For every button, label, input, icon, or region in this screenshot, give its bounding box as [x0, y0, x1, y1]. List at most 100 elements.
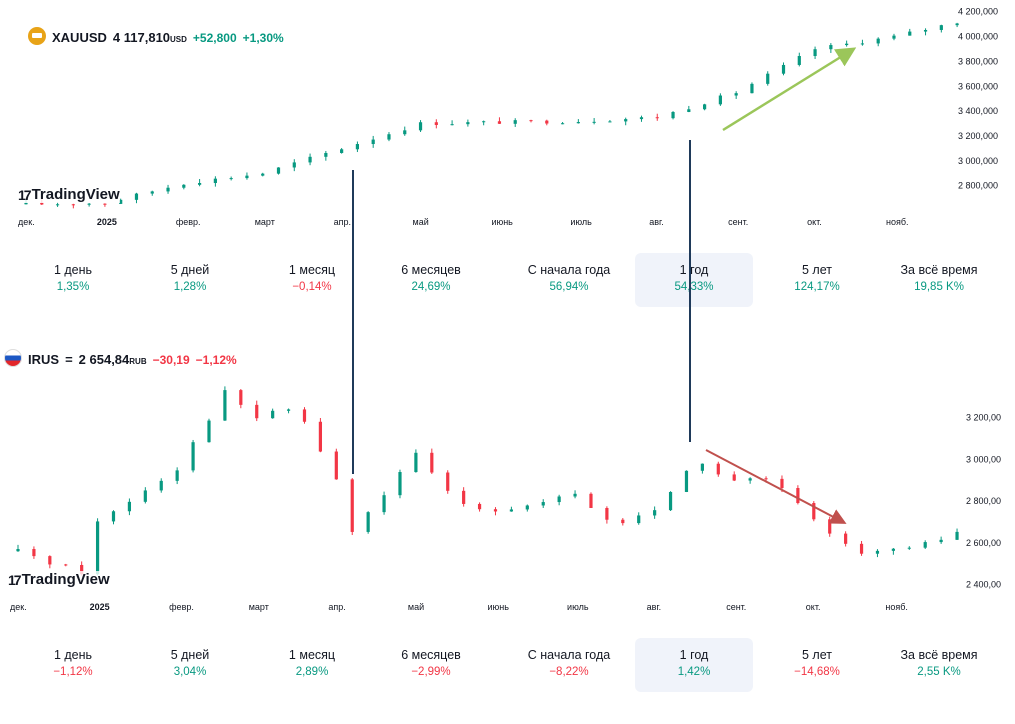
gold-period-1[interactable]: 5 дней 1,28% [131, 253, 249, 307]
candle-body [286, 409, 291, 411]
irus-period-7[interactable]: За всё время 2,55 K% [880, 638, 998, 692]
candle-body [166, 187, 170, 192]
candle-body [845, 43, 849, 46]
y-tick-label: 4 200,000 [958, 7, 998, 17]
candle-body [668, 491, 673, 511]
candle-body [513, 120, 517, 124]
period-value: 19,85 K% [914, 281, 964, 293]
gold-period-2[interactable]: 1 месяц −0,14% [253, 253, 371, 307]
irus-period-1[interactable]: 5 дней 3,04% [131, 638, 249, 692]
candle-body [796, 488, 800, 504]
candle-body [592, 121, 596, 123]
x-tick-label: нояб. [886, 217, 909, 227]
candle-body [923, 29, 928, 32]
candle-body [207, 420, 211, 443]
candle-body [477, 503, 482, 510]
x-tick-label: 2025 [97, 217, 117, 227]
period-label: 6 месяцев [401, 648, 461, 662]
irus-period-5[interactable]: 1 год 1,42% [635, 638, 753, 692]
y-tick-label: 2 800,000 [958, 181, 998, 191]
gold-period-0[interactable]: 1 день 1,35% [14, 253, 132, 307]
irus-period-6[interactable]: 5 лет −14,68% [758, 638, 876, 692]
candle-body [923, 542, 927, 548]
candle-body [939, 539, 943, 543]
irus-performance-row: 1 день −1,12% 5 дней 3,04% 1 месяц 2,89% 6 мес… [0, 638, 1015, 694]
period-value: −0,14% [292, 281, 332, 293]
candle-body [334, 451, 338, 480]
candle-body [32, 549, 36, 557]
irus-symbol[interactable]: IRUS [28, 352, 60, 367]
period-label: 1 год [679, 648, 709, 662]
gold-change: +52,800 [192, 31, 237, 45]
candle-body [557, 496, 561, 503]
candle-body [718, 95, 722, 105]
irus-chart[interactable]: 2 400,00 2 600,00 2 800,00 3 000,00 3 200,00… [0, 338, 1015, 618]
candles [24, 22, 959, 209]
candle-body [797, 56, 801, 65]
irus-period-3[interactable]: 6 месяцев −2,99% [372, 638, 490, 692]
candle-body [828, 519, 832, 534]
candle-body [382, 495, 386, 513]
gold-chart[interactable]: 2 800,000 3 000,000 3 200,000 3 400,000 3 60… [0, 0, 1015, 235]
candle-body [703, 104, 707, 110]
candle-body [764, 478, 768, 480]
x-tick-label: авг. [647, 602, 661, 612]
gold-period-7[interactable]: За всё время 19,85 K% [880, 253, 998, 307]
y-tick-label: 3 000,00 [966, 454, 1001, 464]
y-tick-label: 2 600,00 [966, 538, 1001, 548]
gold-change-pct: +1,30% [242, 31, 284, 45]
period-value: 1,28% [173, 281, 207, 293]
gold-period-5[interactable]: 1 год 54,33% [635, 253, 753, 307]
period-label: 1 месяц [288, 648, 336, 662]
candle-body [255, 404, 259, 419]
candle-body [955, 23, 959, 26]
x-tick-label: сент. [726, 602, 746, 612]
gold-period-6[interactable]: 5 лет 124,17% [758, 253, 876, 307]
gold-header: XAUUSD 4 117,810USD +52,800 +1,30% [28, 24, 284, 45]
candle-body [387, 134, 391, 140]
candle-body [324, 152, 328, 157]
candle-body [907, 547, 911, 549]
candle-body [414, 452, 418, 473]
candle-body [875, 550, 880, 554]
candle-body [608, 121, 612, 123]
candle-body [684, 470, 689, 492]
period-label: За всё время [900, 648, 978, 662]
x-tick-label: авг. [649, 217, 663, 227]
candle-body [955, 531, 959, 540]
gold-bar-icon [28, 27, 46, 45]
candle-body [655, 117, 659, 119]
period-label: За всё время [900, 263, 978, 277]
candle-body [529, 120, 533, 122]
gold-period-4[interactable]: С начала года 56,94% [510, 253, 628, 307]
irus-change: −30,19 [152, 353, 190, 367]
candle-body [450, 124, 454, 126]
candle-body [48, 556, 52, 565]
candle-body [71, 204, 75, 206]
candle-body [545, 120, 549, 124]
y-tick-label: 3 200,00 [966, 413, 1001, 423]
candle-body [462, 490, 466, 504]
candle-body [653, 510, 657, 516]
candle-body [418, 122, 423, 131]
candle-body [813, 49, 817, 57]
irus-period-0[interactable]: 1 день −1,12% [14, 638, 132, 692]
x-tick-label: нояб. [885, 602, 908, 612]
y-tick-label: 2 800,00 [966, 496, 1001, 506]
gold-panel: XAUUSD 4 117,810USD +52,800 +1,30% 2 800… [0, 0, 1015, 310]
x-tick-label: дек. [10, 602, 27, 612]
period-value: 1,42% [677, 666, 711, 678]
candle-body [16, 549, 20, 552]
irus-period-2[interactable]: 1 месяц 2,89% [253, 638, 371, 692]
candle-body [127, 501, 132, 512]
candle-body [213, 178, 217, 184]
irus-period-4[interactable]: С начала года −8,22% [510, 638, 628, 692]
gold-symbol[interactable]: XAUUSD [52, 30, 107, 45]
x-tick-label: окт. [807, 217, 822, 227]
gold-period-3[interactable]: 6 месяцев 24,69% [372, 253, 490, 307]
candle-body [111, 511, 116, 522]
candle-body [766, 73, 770, 84]
candle-body [150, 191, 154, 194]
candle-body [87, 203, 91, 205]
candle-body [734, 93, 738, 96]
